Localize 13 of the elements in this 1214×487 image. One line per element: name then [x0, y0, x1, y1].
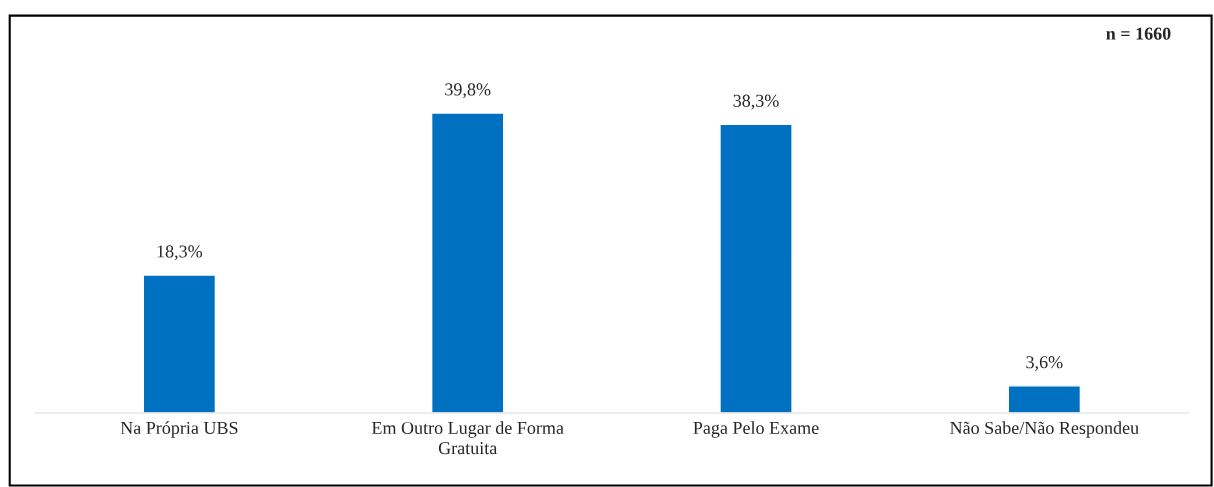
- x-tick-label: Na Própria UBS: [120, 421, 238, 438]
- bar: [430, 112, 505, 413]
- x-tick-label: Em Outro Lugar de Forma Gratuita: [371, 421, 564, 455]
- bar: [1007, 385, 1082, 413]
- bar: [719, 123, 793, 413]
- annotation: n = 1660: [1106, 27, 1171, 40]
- x-tick-label: Não Sabe/Não Respondeu: [950, 421, 1139, 438]
- data-label: 3,6%: [1026, 356, 1063, 371]
- data-label: 39,8%: [445, 83, 491, 99]
- x-tick-label: Paga Pelo Exame: [693, 421, 819, 438]
- data-label: 38,3%: [733, 94, 779, 110]
- bar: [142, 274, 217, 413]
- data-label: 18,3%: [157, 245, 203, 261]
